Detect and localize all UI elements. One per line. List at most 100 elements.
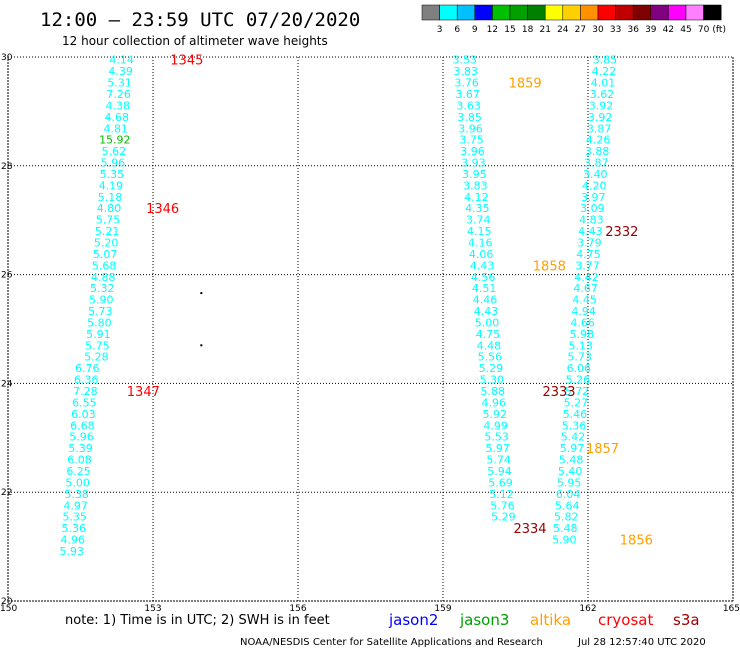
color-scale-label: 70	[698, 25, 710, 35]
wave-height-value: 4.96	[482, 396, 507, 409]
color-scale-swatch	[685, 4, 704, 21]
wave-height-value: 3.92	[589, 99, 614, 112]
color-scale-swatch	[650, 4, 669, 21]
wave-height-value: 4.75	[576, 248, 601, 261]
wave-height-value: 5.35	[100, 168, 125, 181]
wave-height-value: 5.95	[557, 476, 582, 489]
color-scale-swatch	[492, 4, 511, 21]
wave-height-value: 4.38	[105, 99, 130, 112]
color-scale-swatch	[632, 4, 652, 21]
wave-height-value: 5.97	[560, 442, 585, 455]
wave-height-value: 5.36	[61, 522, 86, 535]
wave-height-value: 5.36	[562, 419, 587, 432]
wave-height-value: 5.00	[475, 316, 500, 329]
pass-time-label: 1859	[509, 77, 542, 92]
color-scale-swatch	[527, 4, 546, 21]
color-scale-label: 12	[487, 25, 498, 35]
wave-height-value: 6.55	[72, 396, 97, 409]
credit-text: NOAA/NESDIS Center for Satellite Applica…	[240, 637, 543, 648]
y-tick-label: 24	[1, 379, 13, 389]
color-scale-swatch	[597, 4, 616, 21]
wave-height-value: 6.04	[556, 488, 581, 501]
wave-height-value: 4.42	[574, 271, 599, 284]
wave-height-value: 3.85	[457, 111, 482, 124]
color-scale-swatch	[509, 4, 528, 21]
wave-height-value: 4.01	[591, 77, 616, 90]
color-scale-label: 42	[663, 25, 674, 35]
wave-height-value: 4.22	[592, 65, 617, 78]
wave-height-value: 5.82	[554, 511, 579, 524]
color-scale-label: 9	[472, 25, 478, 35]
y-tick-label: 22	[1, 488, 12, 498]
color-scale-swatch	[474, 4, 493, 21]
color-scale-label: 18	[522, 25, 534, 35]
wave-height-value: 5.75	[85, 339, 110, 352]
wave-height-value: 4.16	[468, 237, 493, 250]
wave-height-value: 5.40	[558, 465, 583, 478]
wave-height-value: 5.62	[102, 145, 127, 158]
wave-height-value: 5.90	[552, 534, 577, 547]
x-tick-label: 159	[434, 604, 451, 614]
wave-height-value: 5.07	[93, 248, 118, 261]
wave-height-value: 4.75	[476, 328, 501, 341]
wave-height-value: 5.68	[92, 259, 117, 272]
color-scale-swatch	[562, 4, 581, 21]
pass-time-label: 1346	[146, 202, 179, 217]
pass-time-label: 2332	[605, 225, 638, 240]
wave-height-value: 5.21	[95, 225, 120, 238]
wave-height-value: 3.92	[588, 111, 613, 124]
wave-height-value: 5.42	[561, 431, 586, 444]
color-scale-label: 6	[454, 25, 460, 35]
chart-title: 12:00 – 23:59 UTC 07/20/2020	[40, 9, 360, 31]
color-scale-swatch	[456, 4, 476, 21]
color-scale-label: 30	[592, 25, 604, 35]
color-scale-label: 39	[645, 25, 657, 35]
wave-height-value: 3.93	[461, 157, 486, 170]
wave-height-value: 5.92	[482, 408, 507, 421]
wave-height-value: 5.13	[569, 339, 594, 352]
wave-height-value: 5.26	[566, 374, 591, 387]
color-scale-label: 36	[627, 25, 639, 35]
wave-height-value: 5.00	[65, 476, 90, 489]
timestamp-text: Jul 28 12:57:40 UTC 2020	[577, 637, 706, 648]
wave-height-value: 5.18	[98, 191, 123, 204]
wave-height-value: 4.83	[579, 214, 604, 227]
wave-height-value: 5.90	[89, 294, 114, 307]
wave-height-value: 3.87	[587, 122, 612, 135]
color-scale-label: 27	[575, 25, 586, 35]
color-scale-label: 21	[539, 25, 550, 35]
wave-height-value: 6.68	[70, 419, 95, 432]
wave-height-value: 3.77	[575, 259, 600, 272]
color-scale-label: 45	[680, 25, 691, 35]
wave-height-value: 5.38	[64, 488, 89, 501]
wave-height-value: 6.36	[74, 374, 99, 387]
wave-height-value: 4.43	[474, 305, 499, 318]
wave-height-value: 5.46	[563, 408, 588, 421]
wave-height-value: 4.06	[469, 248, 494, 261]
wave-height-value: 4.51	[472, 282, 497, 295]
color-scale-label: 24	[557, 25, 569, 35]
color-scale-swatch	[421, 4, 440, 21]
satellite-legend-s3a: s3a	[673, 611, 700, 629]
color-scale-label: 3	[437, 25, 443, 35]
wave-height-value: 6.06	[567, 362, 592, 375]
color-scale-swatch	[668, 4, 687, 21]
wave-height-value: 4.81	[104, 122, 129, 135]
point-marks	[200, 292, 203, 347]
wave-height-value: 3.83	[463, 179, 488, 192]
wave-height-value: 3.87	[584, 157, 609, 170]
wave-height-value: 3.74	[466, 214, 491, 227]
wave-height-value: 5.48	[553, 522, 578, 535]
wave-height-value: 4.67	[573, 282, 598, 295]
wave-height-value: 4.97	[63, 499, 88, 512]
x-tick-label: 156	[289, 604, 306, 614]
wave-height-value: 5.93	[60, 545, 85, 558]
wave-height-value: 4.96	[61, 534, 86, 547]
wave-height-value: 3.83	[453, 65, 478, 78]
wave-height-value: 3.85	[593, 54, 618, 67]
wave-height-value: 5.73	[88, 305, 113, 318]
chart-subtitle: 12 hour collection of altimeter wave hei…	[62, 34, 328, 48]
wave-height-value: 3.97	[581, 191, 606, 204]
wave-height-value: 3.75	[459, 134, 484, 147]
